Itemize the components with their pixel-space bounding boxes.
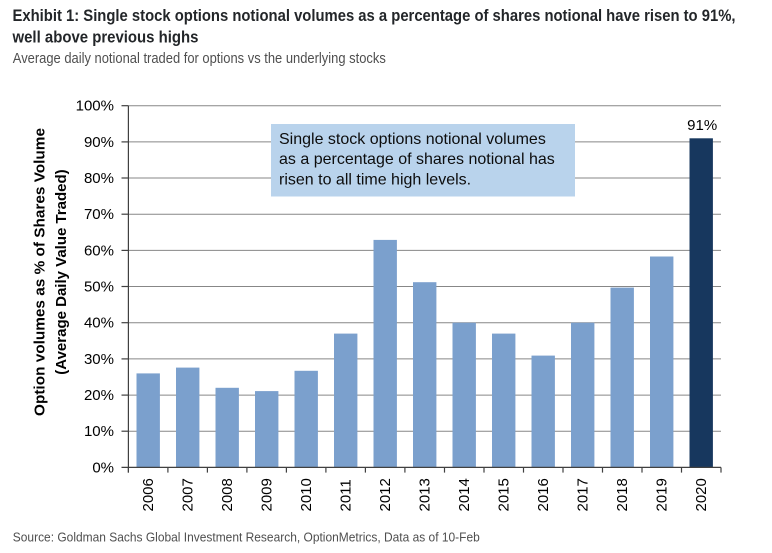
svg-text:30%: 30% bbox=[84, 351, 114, 368]
svg-text:Average daily notional traded: Average daily notional traded for option… bbox=[13, 50, 386, 67]
svg-text:90%: 90% bbox=[84, 134, 114, 151]
svg-text:Exhibit 1: Single stock option: Exhibit 1: Single stock options notional… bbox=[13, 6, 736, 25]
svg-text:2018: 2018 bbox=[614, 478, 631, 511]
svg-text:80%: 80% bbox=[84, 170, 114, 187]
svg-text:60%: 60% bbox=[84, 242, 114, 259]
svg-text:2007: 2007 bbox=[180, 478, 197, 511]
svg-text:2016: 2016 bbox=[535, 478, 552, 511]
svg-text:Option volumes as % of Shares: Option volumes as % of Shares Volume bbox=[32, 128, 49, 416]
svg-text:2010: 2010 bbox=[298, 478, 315, 511]
svg-text:Source: Goldman Sachs Global I: Source: Goldman Sachs Global Investment … bbox=[13, 529, 480, 544]
svg-text:2009: 2009 bbox=[259, 478, 276, 511]
svg-text:2013: 2013 bbox=[417, 478, 434, 511]
svg-text:2017: 2017 bbox=[575, 478, 592, 511]
svg-text:as a percentage of shares noti: as a percentage of shares notional has bbox=[279, 151, 555, 168]
svg-text:2008: 2008 bbox=[219, 478, 236, 511]
svg-text:50%: 50% bbox=[84, 279, 114, 296]
svg-text:2015: 2015 bbox=[496, 478, 513, 511]
svg-text:2011: 2011 bbox=[338, 479, 355, 511]
svg-text:100%: 100% bbox=[76, 98, 114, 115]
svg-text:91%: 91% bbox=[687, 117, 717, 134]
svg-text:70%: 70% bbox=[84, 206, 114, 223]
svg-text:20%: 20% bbox=[84, 387, 114, 404]
svg-text:(Average Daily Value Traded): (Average Daily Value Traded) bbox=[53, 169, 70, 374]
svg-text:2012: 2012 bbox=[377, 478, 394, 511]
svg-text:well above previous highs: well above previous highs bbox=[12, 27, 199, 46]
svg-text:2014: 2014 bbox=[456, 478, 473, 511]
svg-text:2019: 2019 bbox=[654, 478, 671, 511]
svg-text:Single stock options notional: Single stock options notional volumes bbox=[279, 131, 546, 148]
svg-text:2020: 2020 bbox=[693, 478, 710, 511]
svg-text:40%: 40% bbox=[84, 315, 114, 332]
svg-text:2006: 2006 bbox=[140, 478, 157, 511]
svg-text:0%: 0% bbox=[92, 459, 114, 476]
svg-text:risen to all time high levels.: risen to all time high levels. bbox=[279, 171, 471, 188]
svg-text:10%: 10% bbox=[84, 423, 114, 440]
